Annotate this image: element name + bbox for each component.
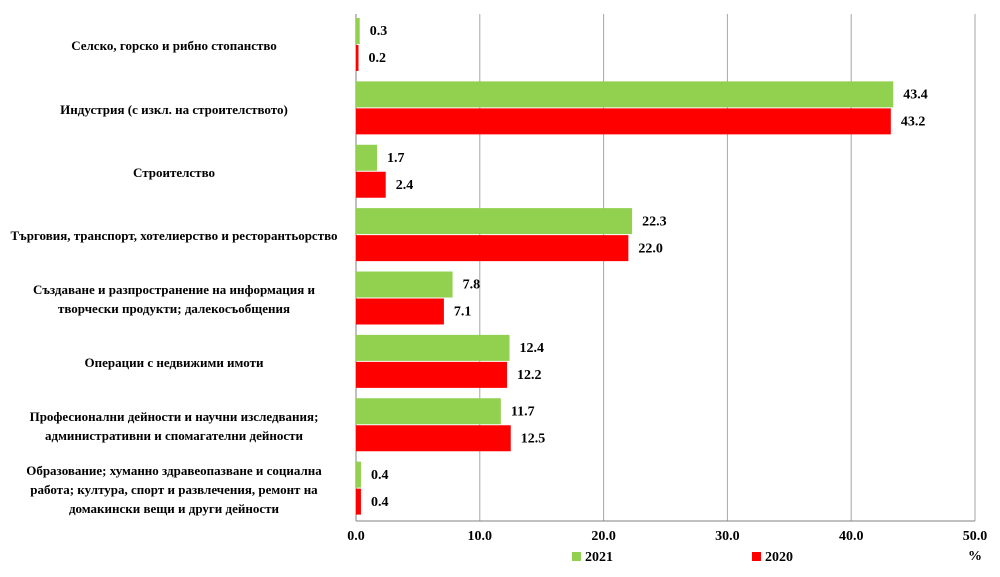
bar	[356, 361, 508, 388]
value-label: 12.4	[520, 341, 545, 356]
bar	[356, 144, 378, 171]
value-label: 0.2	[368, 51, 386, 66]
x-tick-label: 40.0	[839, 529, 864, 544]
bar	[356, 334, 510, 361]
category-label: Индустрия (с изкл. на строителството)	[60, 101, 288, 117]
bar	[356, 298, 444, 325]
category-label: Търговия, транспорт, хотелиерство и рест…	[10, 228, 338, 244]
value-label: 11.7	[511, 404, 535, 419]
category-label: Създаване и разпространение на информаци…	[32, 282, 316, 317]
x-tick-label: 10.0	[468, 529, 493, 544]
x-tick-label: 30.0	[715, 529, 740, 544]
legend-label: 2021	[585, 550, 613, 565]
bar	[356, 425, 511, 452]
legend-swatch	[572, 552, 581, 561]
bar	[356, 81, 894, 108]
value-label: 0.3	[370, 24, 388, 39]
value-label: 22.0	[638, 241, 663, 256]
x-axis-label: %	[968, 549, 982, 564]
category-label: Строителство	[132, 164, 216, 180]
bar	[356, 208, 633, 235]
value-label: 1.7	[387, 151, 405, 166]
bar	[356, 461, 361, 488]
value-label: 43.4	[903, 88, 928, 103]
value-label: 0.4	[371, 468, 389, 483]
legend-swatch	[752, 552, 761, 561]
value-label: 43.2	[901, 115, 926, 130]
x-tick-label: 50.0	[963, 529, 988, 544]
category-label: Професионални дейности и научни изследва…	[29, 408, 319, 443]
bar	[356, 18, 360, 44]
value-label: 12.2	[517, 368, 542, 383]
bar	[356, 108, 891, 135]
bar	[356, 171, 386, 198]
value-label: 22.3	[642, 214, 667, 229]
bar	[356, 45, 359, 71]
value-label: 12.5	[521, 431, 546, 446]
value-label: 0.4	[371, 495, 389, 510]
x-tick-label: 20.0	[591, 529, 616, 544]
value-label: 7.8	[463, 278, 481, 293]
category-label: Операции с недвижими имоти	[84, 355, 264, 371]
legend-label: 2020	[765, 550, 793, 565]
category-label: Образование; хуманно здравеопазване и со…	[26, 462, 322, 516]
value-label: 7.1	[454, 305, 472, 320]
bar	[356, 398, 501, 425]
bar	[356, 235, 629, 262]
bar	[356, 488, 361, 515]
bar	[356, 271, 453, 298]
category-label: Селско, горско и рибно стопанство	[71, 38, 277, 54]
value-label: 2.4	[396, 178, 414, 193]
x-tick-label: 0.0	[347, 529, 365, 544]
